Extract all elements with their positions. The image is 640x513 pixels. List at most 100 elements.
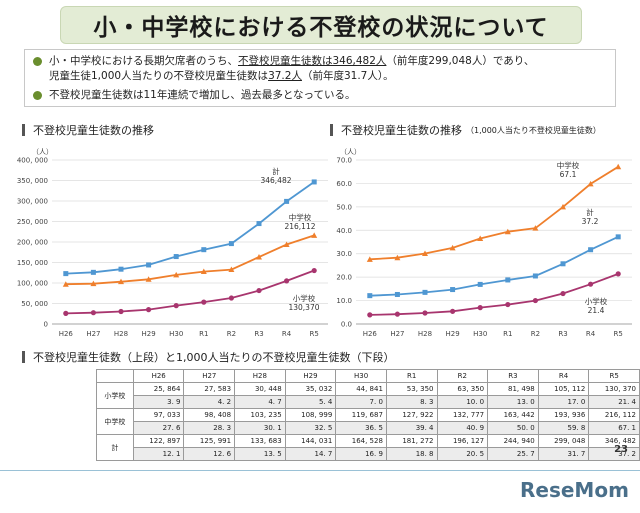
table-cell-count: 144, 031 [284, 434, 337, 448]
table-cell-rate: 59. 8 [537, 421, 590, 435]
y-axis-unit: （人） [340, 148, 361, 156]
y-axis-unit: （人） [32, 148, 53, 156]
data-point [311, 232, 318, 238]
table-cell-count: 122, 897 [132, 434, 185, 448]
x-tick-label: R2 [227, 330, 236, 338]
table-cell-count: 25, 864 [132, 382, 185, 396]
data-point [477, 305, 483, 311]
x-tick-label: R1 [503, 330, 512, 338]
table-cell-rate: 39. 4 [385, 421, 438, 435]
y-tick-label: 100, 000 [17, 280, 48, 288]
y-tick-label: 0 [44, 321, 48, 329]
table-cell-rate: 21. 4 [588, 395, 640, 409]
x-tick-label: H27 [86, 330, 100, 338]
table-cell-count: 27, 583 [183, 382, 236, 396]
table-cell-count: 163, 442 [487, 408, 539, 422]
section-heading-text: 不登校児童生徒数（上段）と1,000人当たりの不登校児童生徒数（下段） [33, 351, 395, 364]
table-cell-count: 103, 235 [234, 408, 286, 422]
series-line [369, 166, 619, 261]
absentee-count-chart: （人） 0 50, 000 100, 000 150, 000 200, 000 250, … [17, 148, 328, 338]
table-cell-rate: 30. 1 [234, 421, 286, 435]
data-point [256, 287, 262, 294]
series-value-label: 130,370 [288, 303, 319, 312]
data-point [145, 276, 152, 282]
data-point [394, 311, 400, 317]
table-cell-rate: 31. 7 [537, 447, 590, 461]
summary-bullet-2-text: 不登校児童生徒数は11年連続で増加し、過去最多となっている。 [49, 89, 356, 101]
data-point [505, 277, 511, 283]
data-point [283, 241, 290, 247]
table-cell-rate: 7. 0 [335, 395, 387, 409]
data-point [532, 273, 538, 279]
data-point [256, 221, 262, 227]
series-line [65, 234, 315, 286]
data-point [505, 301, 511, 308]
y-tick-label: 50, 000 [21, 300, 48, 308]
table-cell-rate: 8. 3 [385, 395, 438, 409]
data-point [63, 310, 69, 316]
table-cell-count: 181, 272 [385, 434, 438, 448]
section-marker [22, 351, 25, 363]
y-tick-label: 200, 000 [17, 239, 48, 247]
table-cell-rate: 12. 6 [183, 447, 236, 461]
section-heading-table: 不登校児童生徒数（上段）と1,000人当たりの不登校児童生徒数（下段） [22, 349, 395, 365]
table-cell-count: 53, 350 [385, 382, 438, 396]
x-tick-label: R5 [614, 330, 623, 338]
y-tick-label: 0.0 [341, 321, 352, 329]
table-column-header: H28 [234, 369, 286, 383]
data-point [477, 235, 484, 241]
x-tick-label: R3 [558, 330, 567, 338]
summary-text: 小・中学校における長期欠席者のうち、 [49, 55, 238, 67]
page-number: 23 [614, 444, 628, 455]
absentee-data-table: H26 H27 H28 H29 H30 R1 R2 R3 R4 R5 小学校 25, 864 27, 5… [96, 369, 640, 461]
bullet-dot-icon [33, 57, 42, 66]
absentee-rate-chart: （人） 0.0 10.0 20.0 30.0 40.0 50.0 60.0 70.0 H26 H27… [336, 148, 632, 338]
bullet-dot-icon [33, 91, 42, 100]
table-column-header: R5 [588, 369, 640, 383]
table-cell-count: 164, 528 [335, 434, 387, 448]
series-name-label: 計 [272, 166, 280, 176]
summary-text: 児童生徒1,000人当たりの不登校児童生徒数は [49, 70, 269, 82]
data-point [256, 253, 262, 260]
x-tick-label: R3 [254, 330, 263, 338]
table-cell-rate: 5. 4 [284, 395, 337, 409]
section-heading-text: 不登校児童生徒数の推移 [341, 124, 462, 137]
table-cell-rate: 37. 2 [588, 447, 640, 461]
table-cell-rate: 18. 8 [385, 447, 438, 461]
table-row-label: 計 [96, 434, 134, 461]
y-tick-label: 400, 000 [17, 157, 48, 165]
data-point [587, 180, 594, 187]
table-cell-count: 98, 408 [183, 408, 236, 422]
x-tick-label: H30 [473, 330, 487, 338]
table-cell-rate: 13. 0 [487, 395, 539, 409]
y-tick-label: 30.0 [336, 250, 352, 258]
table-cell-count: 81, 498 [487, 382, 539, 396]
data-point [90, 269, 96, 275]
x-tick-label: R1 [199, 330, 208, 338]
data-point [422, 250, 428, 256]
summary-text: （前年度31.7人）。 [301, 70, 394, 82]
data-point [394, 254, 401, 261]
data-point [118, 278, 124, 285]
data-point [284, 198, 290, 204]
data-point [311, 179, 317, 185]
data-point [200, 268, 207, 275]
table-row: 12. 1 12. 6 13. 5 14. 7 16. 9 18. 8 20. 5 25. 7… [97, 447, 640, 461]
table-corner-cell [96, 369, 134, 383]
series-line [369, 235, 619, 297]
page-title: 小・中学校における不登校の状況について [60, 6, 582, 44]
data-point [311, 267, 317, 274]
series-name-label: 中学校 [289, 212, 312, 222]
table-row: 小学校 25, 864 27, 583 30, 448 35, 032 44, 841 53… [96, 382, 640, 409]
data-point [173, 254, 179, 260]
data-point [450, 308, 456, 314]
x-tick-label: H28 [418, 330, 432, 338]
y-tick-label: 10.0 [336, 297, 352, 305]
table-row: 中学校 97, 033 98, 408 103, 235 108, 999 119, 68… [96, 408, 640, 435]
summary-highlight: 37.2人 [268, 70, 302, 82]
table-column-header: R1 [385, 369, 438, 383]
series-value-label: 21.4 [588, 306, 605, 315]
data-point [62, 281, 69, 287]
table-cell-count: 216, 112 [588, 408, 640, 422]
table-column-header: R3 [487, 369, 539, 383]
